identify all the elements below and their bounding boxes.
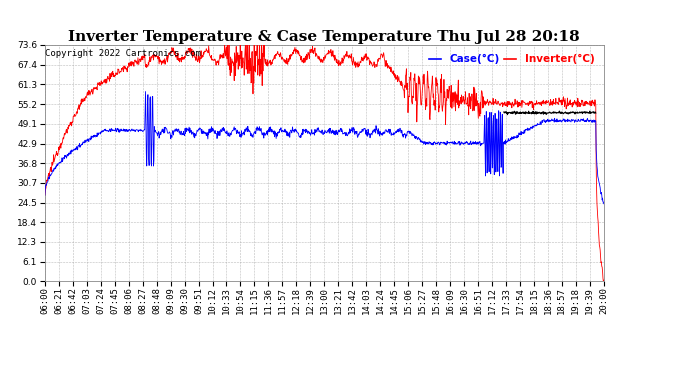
Title: Inverter Temperature & Case Temperature Thu Jul 28 20:18: Inverter Temperature & Case Temperature … xyxy=(68,30,580,44)
Text: Copyright 2022 Cartronics.com: Copyright 2022 Cartronics.com xyxy=(46,48,201,57)
Legend: Case(°C), Inverter(°C): Case(°C), Inverter(°C) xyxy=(424,50,598,69)
